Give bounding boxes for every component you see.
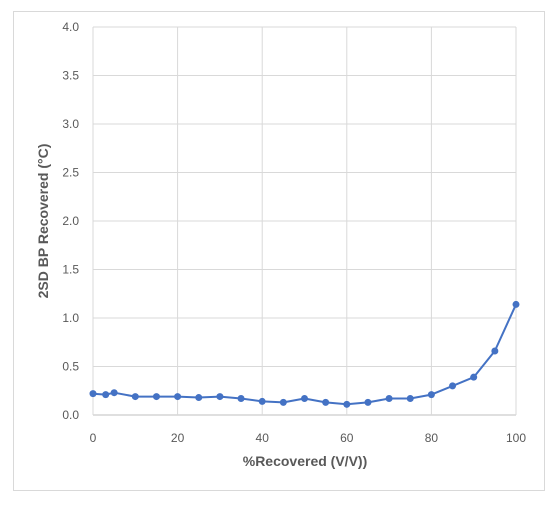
series-line (92, 303, 517, 406)
data-point (174, 393, 182, 401)
y-tick-label: 2.5 (62, 166, 79, 180)
data-point (195, 394, 203, 402)
data-point (152, 393, 160, 401)
data-point (343, 400, 351, 408)
y-tick-label: 1.5 (62, 263, 79, 277)
x-tick-label: 60 (340, 431, 354, 445)
data-point (322, 398, 330, 406)
data-series (89, 300, 520, 408)
data-point (491, 347, 499, 355)
data-point (427, 391, 435, 399)
y-tick-label: 3.0 (62, 117, 79, 131)
data-point (216, 393, 224, 401)
y-tick-label: 1.0 (62, 311, 79, 325)
data-point (470, 373, 478, 381)
data-point (89, 390, 97, 398)
data-point (385, 395, 393, 403)
data-point (364, 398, 372, 406)
data-point (131, 393, 139, 401)
data-point (110, 389, 118, 397)
data-point (301, 395, 308, 403)
data-point (279, 398, 287, 406)
gridlines (92, 26, 517, 416)
y-tick-label: 0.5 (62, 360, 79, 374)
y-tick-label: 0.0 (62, 408, 79, 422)
y-tick-label: 4.0 (62, 20, 79, 34)
data-point (102, 391, 110, 399)
x-axis-title: %Recovered (V/V)) (243, 453, 367, 469)
y-tick-label: 2.0 (62, 214, 79, 228)
x-tick-label: 0 (90, 431, 97, 445)
x-tick-label: 80 (425, 431, 439, 445)
x-tick-labels: 0 20 40 60 80 100 (90, 431, 527, 445)
data-point (406, 395, 414, 403)
y-tick-label: 3.5 (62, 69, 79, 83)
data-point (237, 395, 245, 403)
x-tick-label: 40 (256, 431, 270, 445)
data-point (512, 300, 520, 308)
data-point (449, 382, 457, 390)
y-axis-title: 2SD BP Recovered (°C) (35, 144, 51, 299)
y-tick-labels: 0.0 0.5 1.0 1.5 2.0 2.5 3.0 3.5 4.0 (62, 20, 79, 422)
data-point (258, 397, 266, 405)
x-tick-label: 20 (171, 431, 185, 445)
chart-frame (13, 11, 545, 491)
x-tick-label: 100 (506, 431, 526, 445)
